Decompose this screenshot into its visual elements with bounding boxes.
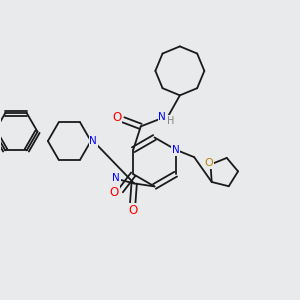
Text: O: O — [205, 158, 213, 168]
Text: N: N — [89, 136, 97, 146]
Text: O: O — [110, 186, 119, 199]
Text: O: O — [129, 204, 138, 217]
Text: O: O — [112, 111, 122, 124]
Text: N: N — [112, 173, 120, 183]
Text: N: N — [172, 145, 180, 155]
Text: H: H — [167, 116, 174, 126]
Text: N: N — [158, 112, 166, 122]
